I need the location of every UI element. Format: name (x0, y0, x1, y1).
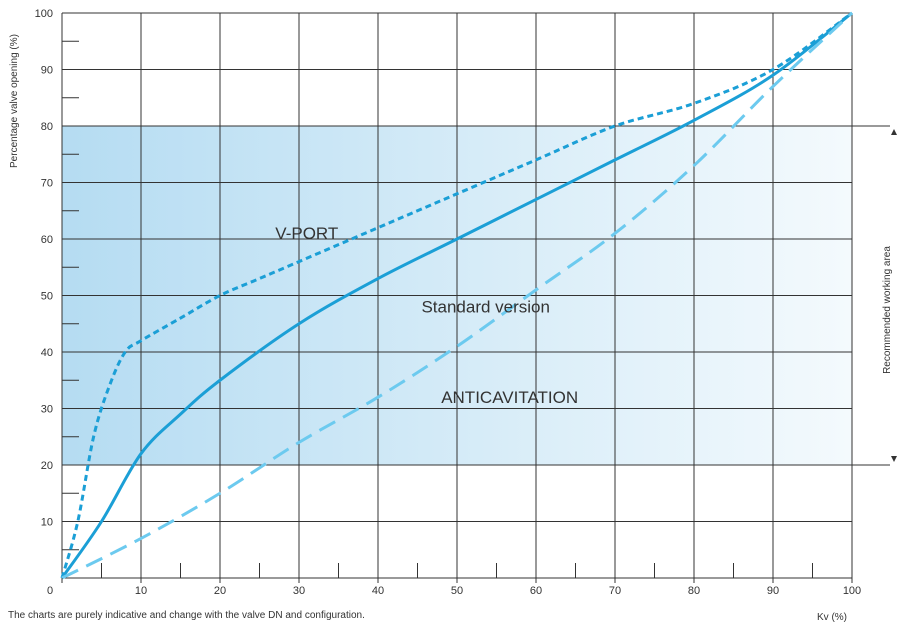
y-tick-label: 40 (41, 347, 53, 359)
y-tick-label: 50 (41, 291, 53, 303)
x-tick-label: 100 (843, 585, 861, 597)
x-tick-label: 60 (530, 585, 542, 597)
y-tick-label: 60 (41, 234, 53, 246)
band-markers (891, 129, 897, 462)
series-line-anticavitation (61, 11, 854, 580)
x-tick-label: 50 (451, 585, 463, 597)
x-axis-title: Kv (%) (817, 612, 847, 623)
series-line-v-port (60, 11, 853, 579)
x-tick-label: 30 (293, 585, 305, 597)
x-tick-label: 20 (214, 585, 226, 597)
y-tick-label: 70 (41, 178, 53, 190)
x-tick-label: 80 (688, 585, 700, 597)
y-tick-label: 90 (41, 65, 53, 77)
data-lines (60, 11, 854, 580)
x-tick-label: 0 (47, 585, 53, 597)
y-tick-label: 10 (41, 517, 53, 529)
curve-label-v-port: V-PORT (275, 224, 338, 243)
x-tick-label: 10 (135, 585, 147, 597)
curve-label-standard-version: Standard version (421, 297, 550, 316)
band-arrow-down-icon (891, 456, 897, 462)
minor-ticks (62, 40, 813, 578)
y-tick-label: 30 (41, 404, 53, 416)
x-axis: 0 10 20 30 40 50 60 70 80 90 100 (47, 578, 861, 597)
band-arrow-up-icon (891, 129, 897, 135)
footnote: The charts are purely indicative and cha… (8, 610, 365, 621)
y-axis: 10 20 30 40 50 60 70 80 90 100 (35, 8, 53, 529)
x-tick-label: 70 (609, 585, 621, 597)
band-title: Recommended working area (882, 246, 893, 374)
y-tick-label: 80 (41, 121, 53, 133)
y-tick-label: 100 (35, 8, 53, 20)
x-tick-label: 90 (767, 585, 779, 597)
grid-lines (61, 12, 890, 579)
curve-label-anticavitation: ANTICAVITATION (441, 388, 578, 407)
y-axis-title: Percentage valve opening (%) (9, 34, 20, 168)
x-tick-label: 40 (372, 585, 384, 597)
y-tick-label: 20 (41, 460, 53, 472)
curve-labels: V-PORT Standard version ANTICAVITATION (275, 224, 578, 407)
series-line-standard-version (60, 11, 853, 579)
